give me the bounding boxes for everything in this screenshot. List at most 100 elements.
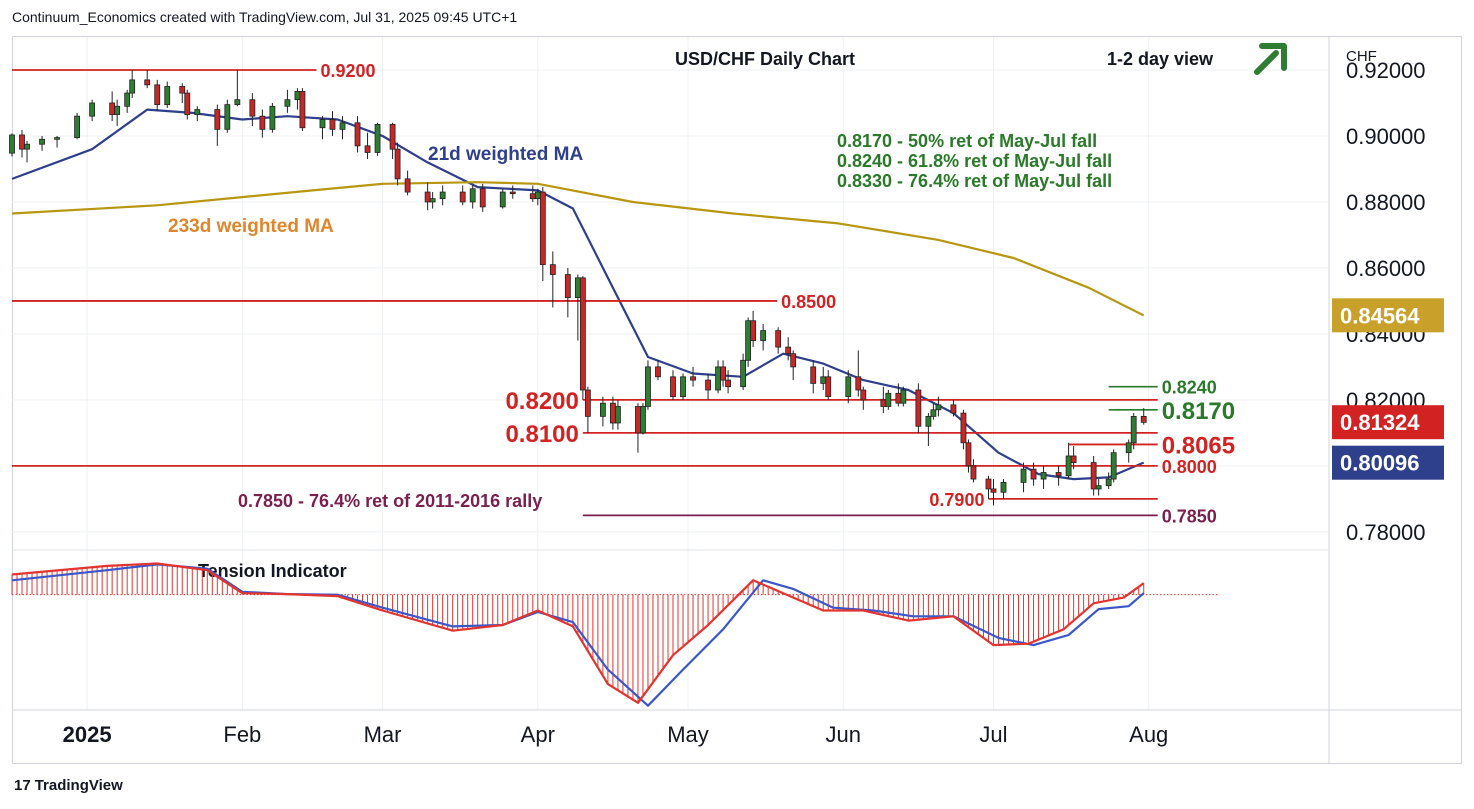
arrow-shaft bbox=[1254, 50, 1279, 75]
candle bbox=[364, 132, 371, 160]
level-08100-label: 0.8100 bbox=[505, 421, 578, 448]
candle-body-up bbox=[499, 191, 506, 208]
candle-body-down bbox=[509, 191, 516, 195]
candle-body-up bbox=[224, 104, 231, 130]
candle-body-up bbox=[24, 143, 30, 150]
candle bbox=[164, 81, 171, 108]
level-09200-label: 0.9200 bbox=[320, 61, 375, 81]
candle-body-up bbox=[429, 198, 436, 203]
candle bbox=[1040, 465, 1047, 489]
candle bbox=[404, 170, 411, 196]
candle bbox=[529, 185, 536, 202]
candle-body-up bbox=[760, 330, 767, 341]
candle-body-up bbox=[439, 191, 446, 200]
candle-body-down bbox=[960, 412, 967, 444]
candle-body-down bbox=[970, 465, 977, 480]
candle bbox=[564, 267, 571, 318]
view-label: 1-2 day view bbox=[1107, 49, 1214, 69]
candle bbox=[640, 403, 646, 435]
fib-note: 0.8330 - 76.4% ret of May-Jul fall bbox=[837, 171, 1112, 191]
candle-body-up bbox=[269, 105, 276, 130]
candle bbox=[1055, 465, 1062, 486]
ma233-line bbox=[11, 181, 1145, 317]
candle bbox=[124, 89, 131, 113]
candle bbox=[424, 182, 431, 211]
candle-body-down bbox=[880, 399, 887, 407]
candle bbox=[224, 99, 231, 133]
candle-body-down bbox=[329, 119, 336, 130]
candle bbox=[680, 373, 686, 400]
candle bbox=[900, 386, 907, 407]
candle-body-down bbox=[19, 134, 25, 150]
candle-body-up bbox=[194, 109, 201, 115]
candle bbox=[574, 274, 581, 341]
candle bbox=[234, 69, 241, 107]
candle-body-up bbox=[615, 406, 621, 424]
y-tick-label: 0.90000 bbox=[1346, 124, 1426, 149]
candle-body-down bbox=[705, 379, 711, 391]
candle bbox=[1105, 472, 1112, 489]
fib-7850-note: 0.7850 - 76.4% ret of 2011-2016 rally bbox=[238, 491, 542, 511]
candle bbox=[615, 399, 621, 430]
candle-body-down bbox=[109, 102, 116, 115]
candle bbox=[249, 93, 256, 127]
candle bbox=[109, 91, 116, 122]
candle-body-up bbox=[740, 359, 747, 388]
candle-body-up bbox=[124, 92, 131, 107]
candle bbox=[845, 370, 852, 404]
candle-body-up bbox=[1125, 442, 1132, 454]
candle bbox=[855, 350, 862, 397]
price-badge: 0.84564 bbox=[1332, 298, 1444, 333]
price-badge: 0.80096 bbox=[1332, 445, 1444, 480]
y-tick-label: 0.88000 bbox=[1346, 190, 1426, 215]
candle bbox=[655, 360, 661, 381]
candle bbox=[499, 188, 506, 209]
candle bbox=[750, 310, 757, 348]
candle bbox=[259, 109, 266, 138]
candle-body-down bbox=[539, 191, 546, 266]
candle-body-down bbox=[775, 330, 782, 348]
candle bbox=[880, 386, 887, 414]
candle-body-up bbox=[820, 376, 827, 384]
candle-body-down bbox=[1090, 462, 1097, 490]
candle bbox=[970, 459, 977, 483]
candle bbox=[915, 383, 922, 433]
candle-body-up bbox=[640, 406, 646, 434]
candle bbox=[745, 317, 752, 367]
level-08200-label: 0.8200 bbox=[505, 388, 578, 415]
candle-body-down bbox=[985, 478, 992, 490]
candle bbox=[394, 142, 401, 186]
candle-body-down bbox=[1140, 415, 1147, 423]
candle bbox=[429, 192, 436, 209]
candle-body-down bbox=[564, 274, 571, 299]
candle bbox=[549, 251, 556, 308]
tradingview-brand[interactable]: 17 TradingView bbox=[14, 777, 123, 794]
candle-body-up bbox=[925, 415, 932, 427]
candle bbox=[39, 135, 45, 151]
candle-body-up bbox=[680, 376, 686, 397]
currency-label: CHF bbox=[1346, 48, 1377, 65]
candle-body-down bbox=[990, 488, 997, 493]
candle-body-down bbox=[404, 178, 411, 193]
candle bbox=[179, 83, 186, 103]
tension-fast-line bbox=[11, 562, 1145, 704]
candle bbox=[214, 104, 221, 146]
candle bbox=[1000, 479, 1007, 499]
candle-body-down bbox=[635, 406, 641, 434]
candle bbox=[645, 360, 651, 410]
tension-indicator-title: Tension Indicator bbox=[198, 561, 347, 581]
candle-body-up bbox=[745, 320, 752, 361]
fib-note: 0.8240 - 61.8% ret of May-Jul fall bbox=[837, 151, 1112, 171]
candle bbox=[785, 337, 792, 361]
y-tick-label: 0.78000 bbox=[1346, 520, 1426, 545]
candle-body-down bbox=[950, 404, 957, 414]
candle bbox=[960, 409, 967, 450]
price-badge-bg bbox=[1332, 445, 1444, 480]
candle-body-down bbox=[720, 366, 726, 381]
candle bbox=[1065, 442, 1072, 480]
candle bbox=[715, 360, 721, 394]
candle-body-up bbox=[284, 99, 291, 107]
candle-body-down bbox=[179, 86, 186, 94]
candle bbox=[584, 386, 591, 433]
